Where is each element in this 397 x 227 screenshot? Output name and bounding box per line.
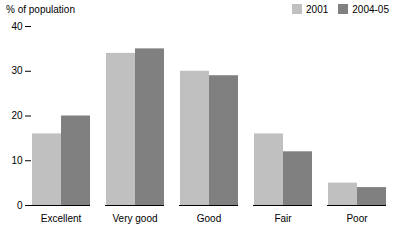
svg-text:20: 20 bbox=[11, 110, 23, 121]
svg-text:30: 30 bbox=[11, 65, 23, 76]
html-text:2001: 2001 bbox=[306, 3, 329, 15]
svg-text:Good: Good bbox=[197, 213, 221, 224]
svg-text:40: 40 bbox=[11, 21, 23, 32]
svg-text:Poor: Poor bbox=[346, 213, 368, 224]
svg-text:0: 0 bbox=[17, 200, 23, 211]
svg-text:Very good: Very good bbox=[112, 213, 157, 224]
svg-text:10: 10 bbox=[11, 155, 23, 166]
html-text:2004-05: 2004-05 bbox=[352, 3, 389, 15]
svg-text:Fair: Fair bbox=[274, 213, 292, 224]
svg-text:Excellent: Excellent bbox=[41, 213, 82, 224]
html-text:% of population: % of population bbox=[6, 3, 75, 15]
